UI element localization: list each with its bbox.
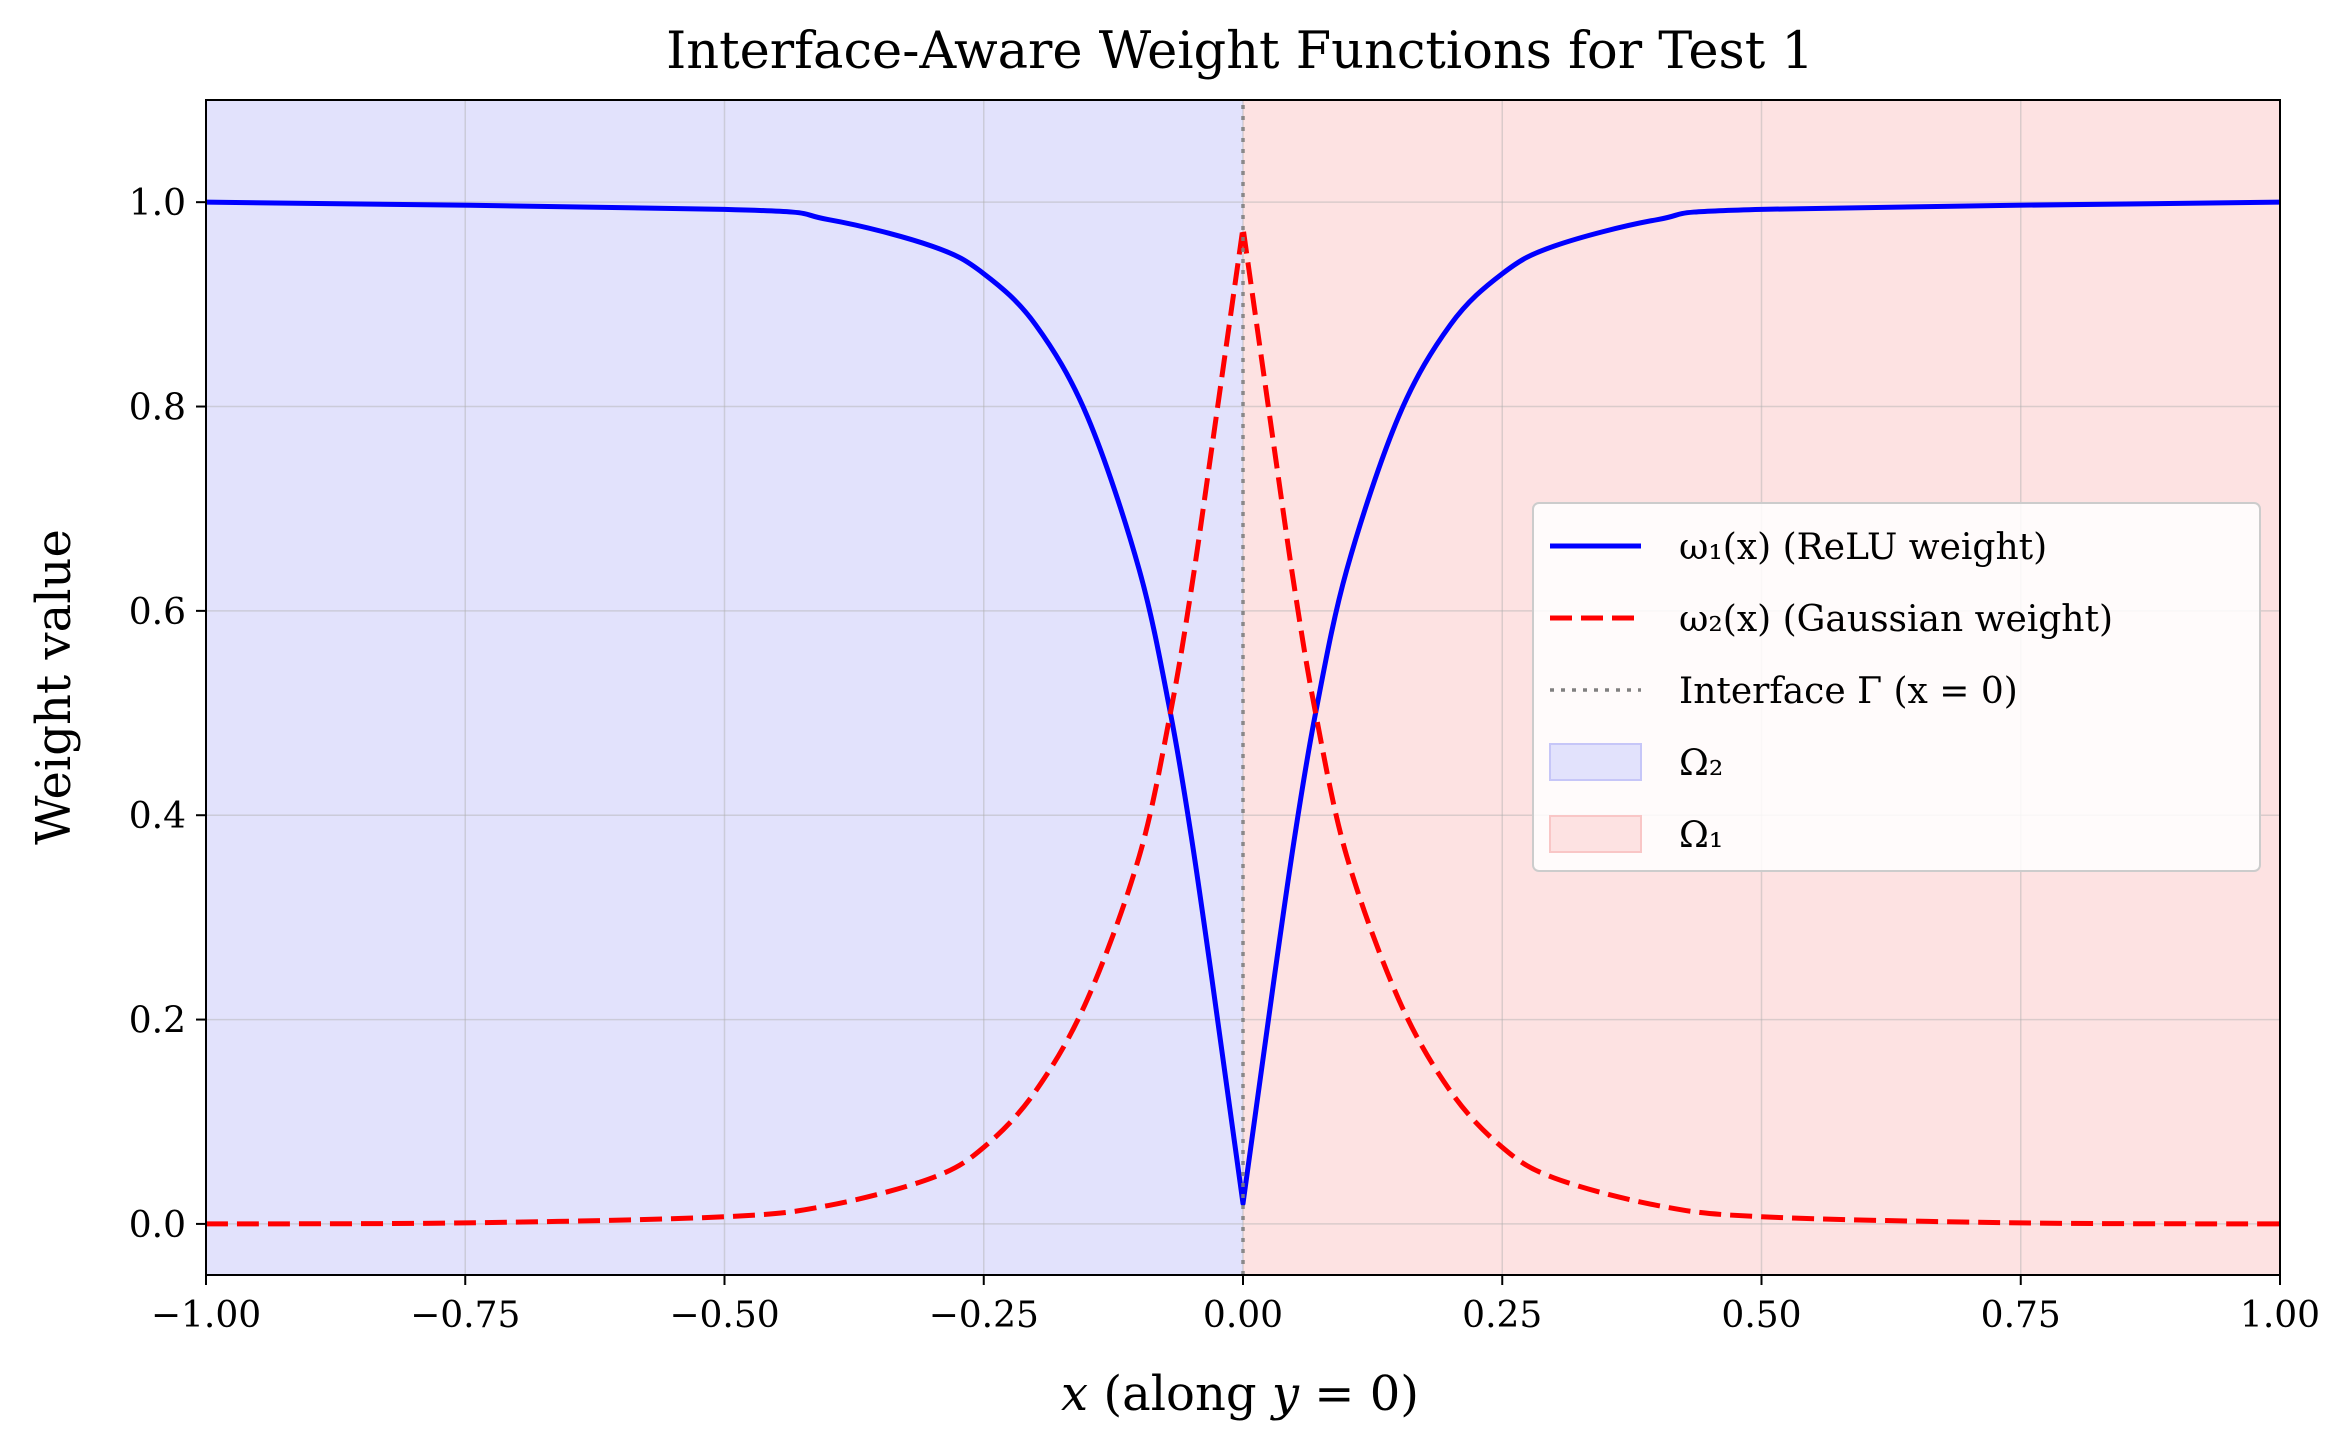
legend: ω₁(x) (ReLU weight) ω₂(x) (Gaussian weigh… (1532, 502, 2261, 872)
region-omega-2 (206, 100, 1243, 1275)
x-tick-label: 0.75 (1981, 1295, 2061, 1336)
x-tick-label: 0.25 (1462, 1295, 1542, 1336)
x-tick-label: −0.25 (929, 1295, 1039, 1336)
legend-item-interface: Interface Γ (x = 0) (1550, 671, 2018, 712)
y-tick-label: 0.6 (129, 592, 186, 633)
legend-label: ω₂(x) (Gaussian weight) (1679, 599, 2113, 640)
x-tick-label: 0.00 (1203, 1295, 1283, 1336)
x-axis-label: x (along y = 0) (1061, 1366, 1419, 1422)
legend-label: Interface Γ (x = 0) (1679, 671, 2018, 712)
y-tick-label: 0.8 (129, 388, 186, 429)
legend-item-gaussian-weight: ω₂(x) (Gaussian weight) (1550, 599, 2113, 640)
x-tick-label: 1.00 (2240, 1295, 2320, 1336)
legend-label: Ω₁ (1679, 815, 1723, 856)
x-tick-label: −0.75 (410, 1295, 520, 1336)
legend-item-omega-2: Ω₂ (1549, 743, 1723, 784)
legend-label: ω₁(x) (ReLU weight) (1679, 527, 2047, 568)
y-tick-label: 0.0 (129, 1205, 186, 1246)
y-tick-label: 1.0 (129, 183, 186, 224)
y-axis-ticks: 0.0 0.2 0.4 0.6 0.8 1.0 (129, 183, 206, 1246)
legend-item-omega-1: Ω₁ (1549, 815, 1723, 856)
x-axis-ticks: −1.00 −0.75 −0.50 −0.25 0.00 0.25 0.50 0.75 1.00 (151, 1275, 2320, 1336)
legend-item-relu-weight: ω₁(x) (ReLU weight) (1550, 527, 2047, 568)
y-tick-label: 0.2 (129, 1001, 186, 1042)
series-gaussian-weight-line (205, 225, 2281, 1227)
chart-title: Interface-Aware Weight Functions for Tes… (666, 22, 1814, 81)
legend-label: Ω₂ (1679, 743, 1723, 784)
series-relu-weight-line (205, 199, 2281, 1206)
legend-patch-swatch (1549, 815, 1642, 853)
legend-box (1532, 502, 2261, 872)
legend-patch-swatch (1549, 743, 1642, 781)
y-axis-label: Weight value (26, 529, 82, 845)
x-tick-label: 0.50 (1721, 1295, 1801, 1336)
series-layer (205, 100, 2281, 1275)
y-tick-label: 0.4 (129, 796, 186, 837)
x-tick-label: −1.00 (151, 1295, 261, 1336)
x-tick-label: −0.50 (669, 1295, 779, 1336)
